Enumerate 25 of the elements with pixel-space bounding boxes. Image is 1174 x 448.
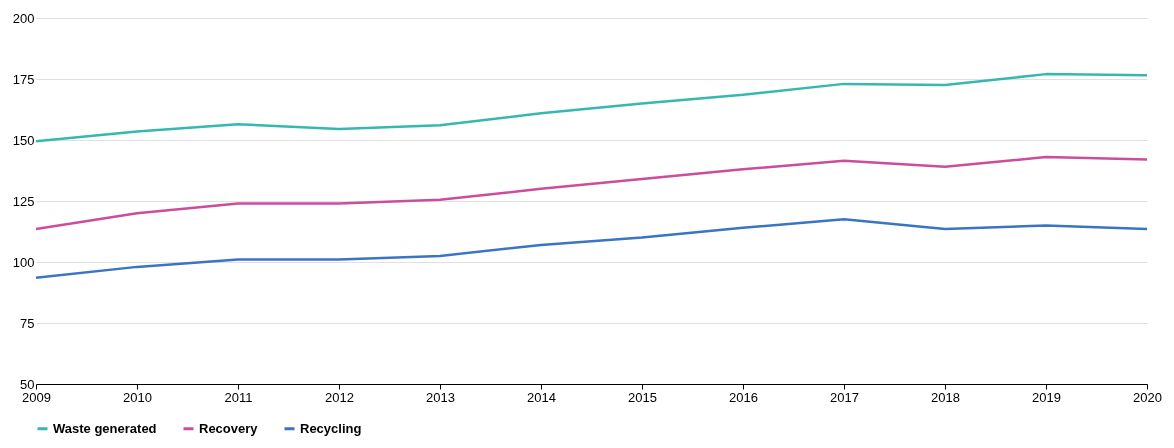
x-tick-label: 2010 — [123, 389, 152, 405]
y-tick-label: 200 — [12, 10, 35, 26]
y-tick-label: 175 — [12, 71, 35, 87]
x-tick-label: 2013 — [426, 389, 455, 405]
x-tick-label: 2012 — [325, 389, 354, 405]
legend-label: Recovery — [199, 420, 259, 436]
x-tick-label: 2018 — [931, 389, 960, 405]
y-tick-label: 125 — [12, 193, 35, 209]
x-tick-label: 2009 — [22, 389, 51, 405]
line-series — [34, 218, 1149, 280]
line-series — [34, 72, 1149, 143]
x-tick-label: 2014 — [527, 389, 556, 405]
x-tick-label: 2015 — [628, 389, 657, 405]
legend-label: Waste generated — [53, 420, 157, 436]
x-tick-label: 2020 — [1133, 389, 1162, 405]
y-tick-label: 75 — [20, 315, 35, 331]
line-series — [34, 155, 1149, 231]
legend-label: Recycling — [300, 420, 362, 436]
y-tick-label: 150 — [12, 132, 35, 148]
y-tick-label: 50 — [20, 376, 35, 392]
x-tick-label: 2011 — [224, 389, 253, 405]
x-tick-label: 2019 — [1032, 389, 1061, 405]
x-tick-label: 2017 — [830, 389, 859, 405]
x-tick-label: 2016 — [729, 389, 758, 405]
y-tick-label: 100 — [12, 254, 35, 270]
